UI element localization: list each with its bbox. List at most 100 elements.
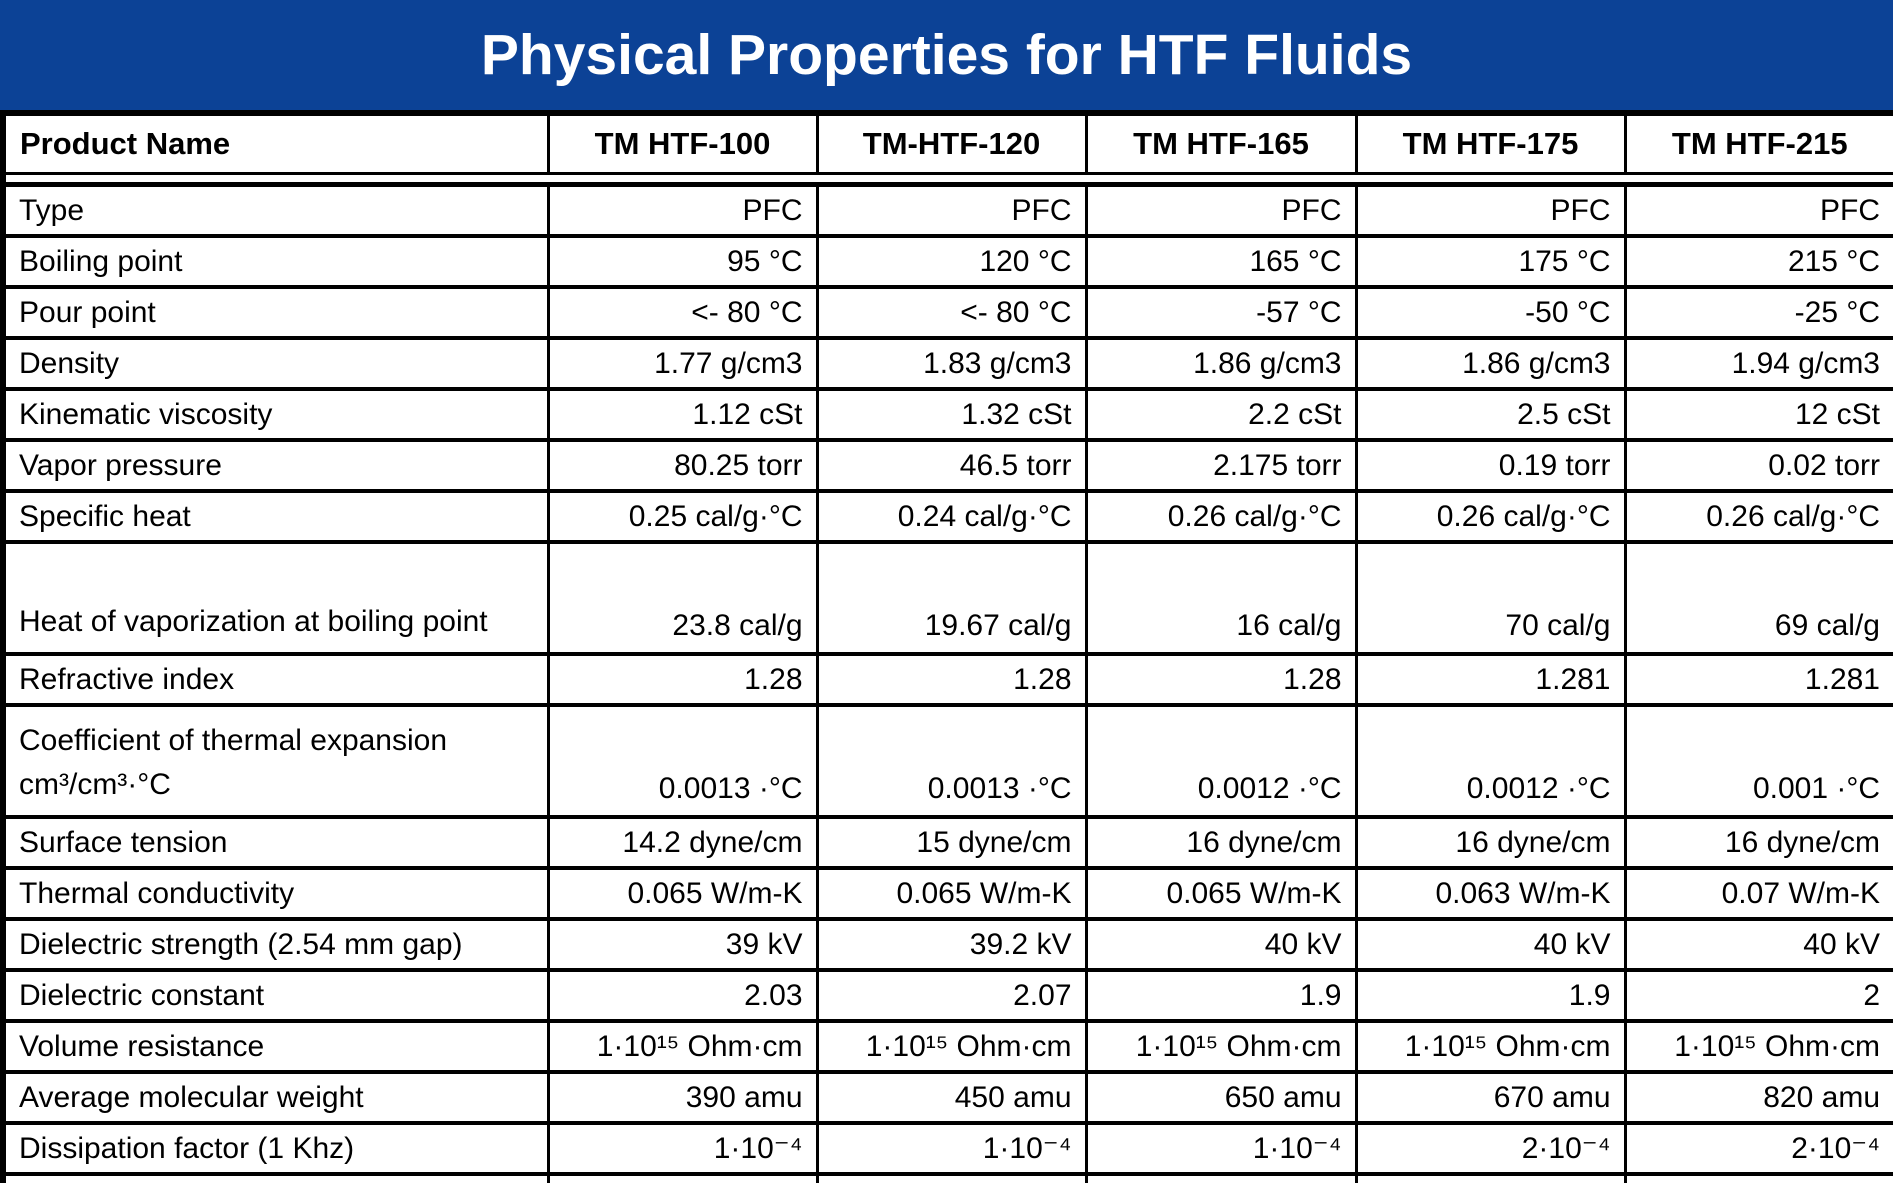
cell-value: 46.5 torr	[815, 438, 1088, 493]
table-row: Boiling point 95 °C 120 °C 165 °C 175 °C 215 …	[1, 234, 1893, 289]
cell-value: 1.02 ppm (wt)	[815, 1172, 1088, 1183]
table-row: Type PFC PFC PFC PFC PFC	[1, 182, 1893, 238]
cell-value: -50 °C	[1354, 285, 1627, 340]
cell-value: 1·10¹⁵ Ohm·cm	[1623, 1019, 1893, 1074]
table-row: Solubility of water1.79 ppm (wt)1.02 ppm…	[1, 1172, 1893, 1183]
table-row: Specific heat 0.25 cal/g·°C 0.24 cal/g·°C 0…	[1, 489, 1893, 544]
row-label: Dissipation factor (1 Khz)	[1, 1121, 550, 1176]
cell-value: 2.07	[815, 968, 1088, 1023]
cell-value: 1·10¹⁵ Ohm·cm	[1354, 1019, 1627, 1074]
row-label: Dielectric strength (2.54 mm gap)	[1, 917, 550, 972]
cell-value: 2.03	[546, 968, 819, 1023]
cell-value: 7 ppm (wt)	[1084, 1172, 1358, 1183]
cell-value: 0.26 cal/g·°C	[1623, 489, 1893, 544]
row-label: Thermal conductivity	[1, 866, 550, 921]
cell-value: 0.065 W/m-K	[815, 866, 1088, 921]
cell-value: 0.26 cal/g·°C	[1084, 489, 1358, 544]
cell-value: PFC	[546, 182, 819, 238]
cell-value: 69 cal/g	[1623, 540, 1893, 656]
column-header-htf-165: TM HTF-165	[1084, 111, 1358, 175]
row-label: Volume resistance	[1, 1019, 550, 1074]
cell-value: 0.24 cal/g·°C	[815, 489, 1088, 544]
cell-value: 0.02 torr	[1623, 438, 1893, 493]
cell-value: 165 °C	[1084, 234, 1358, 289]
cell-value: 16 dyne/cm	[1084, 815, 1358, 870]
row-label: Density	[1, 336, 550, 391]
table-row: Coefficient of thermal expansion cm³/cm³…	[1, 703, 1893, 819]
cell-value: 95 °C	[546, 234, 819, 289]
cell-value: 1.83 g/cm3	[815, 336, 1088, 391]
row-label: Heat of vaporization at boiling point	[1, 540, 550, 656]
table-row: Vapor pressure 80.25 torr 46.5 torr 2.175 t…	[1, 438, 1893, 493]
cell-value: 1.79 ppm (wt)	[546, 1172, 819, 1183]
cell-value: <- 80 °C	[546, 285, 819, 340]
cell-value: 23.8 cal/g	[546, 540, 819, 656]
table-row: Volume resistance 1·10¹⁵ Ohm·cm 1·10¹⁵ Ohm…	[1, 1019, 1893, 1074]
cell-value: 1·10⁻⁴	[1084, 1121, 1358, 1176]
cell-value: 0.25 cal/g·°C	[546, 489, 819, 544]
row-label: Surface tension	[1, 815, 550, 870]
cell-value: 650 amu	[1084, 1070, 1358, 1125]
cell-value: 1.28	[1084, 652, 1358, 707]
cell-value: 390 amu	[546, 1070, 819, 1125]
table-row: Kinematic viscosity 1.12 cSt 1.32 cSt 2.2 c…	[1, 387, 1893, 442]
cell-value: 70 cal/g	[1354, 540, 1627, 656]
cell-value: 1·10¹⁵ Ohm·cm	[815, 1019, 1088, 1074]
cell-value: 670 amu	[1354, 1070, 1627, 1125]
cell-value: 14.2 dyne/cm	[546, 815, 819, 870]
table-row: Heat of vaporization at boiling point 23.…	[1, 540, 1893, 656]
cell-value: 120 °C	[815, 234, 1088, 289]
cell-value: 0.26 cal/g·°C	[1354, 489, 1627, 544]
cell-value: 1.12 cSt	[546, 387, 819, 442]
row-label: Average molecular weight	[1, 1070, 550, 1125]
cell-value: 2.2 cSt	[1084, 387, 1358, 442]
cell-value: 1.28	[546, 652, 819, 707]
cell-value: PFC	[1623, 182, 1893, 238]
cell-value: 39 kV	[546, 917, 819, 972]
column-header-htf-120: TM-HTF-120	[815, 111, 1088, 175]
row-label: Coefficient of thermal expansion cm³/cm³…	[1, 703, 550, 819]
cell-value: 15 dyne/cm	[815, 815, 1088, 870]
table-row: Average molecular weight 390 amu 450 amu 65…	[1, 1070, 1893, 1125]
cell-value: 0.19 torr	[1354, 438, 1627, 493]
header-row: Product Name TM HTF-100 TM-HTF-120 TM HT…	[1, 111, 1893, 175]
cell-value: 1.9	[1084, 968, 1358, 1023]
cell-value: 1.281	[1354, 652, 1627, 707]
cell-value: 450 amu	[815, 1070, 1088, 1125]
cell-value: 19.67 cal/g	[815, 540, 1088, 656]
cell-value: 80.25 torr	[546, 438, 819, 493]
column-header-htf-100: TM HTF-100	[546, 111, 819, 175]
row-label: Refractive index	[1, 652, 550, 707]
cell-value: 1·10⁻⁴	[546, 1121, 819, 1176]
cell-value: 16 dyne/cm	[1623, 815, 1893, 870]
cell-value: 0.0012 ·°C	[1354, 703, 1627, 819]
table-row: Dissipation factor (1 Khz) 1·10⁻⁴ 1·10⁻⁴ 1·…	[1, 1121, 1893, 1176]
table-row: Surface tension 14.2 dyne/cm 15 dyne/cm 16 …	[1, 815, 1893, 870]
cell-value: 175 °C	[1354, 234, 1627, 289]
cell-value: 0.001 ·°C	[1623, 703, 1893, 819]
cell-value: 0.0013 ·°C	[815, 703, 1088, 819]
cell-value: PFC	[1084, 182, 1358, 238]
cell-value: 1.9	[1354, 968, 1627, 1023]
cell-value: 1.86 g/cm3	[1354, 336, 1627, 391]
cell-value: 1.86 g/cm3	[1084, 336, 1358, 391]
cell-value: 215 °C	[1623, 234, 1893, 289]
table-row: Dielectric constant 2.03 2.07 1.9 1.9 2	[1, 968, 1893, 1023]
cell-value: 40 kV	[1084, 917, 1358, 972]
cell-value: -25 °C	[1623, 285, 1893, 340]
cell-value: 0.065 W/m-K	[1084, 866, 1358, 921]
cell-value: 2·10⁻⁴	[1354, 1121, 1627, 1176]
cell-value: 0.065 W/m-K	[546, 866, 819, 921]
cell-value: 1.32 cSt	[815, 387, 1088, 442]
cell-value: 39.2 kV	[815, 917, 1088, 972]
cell-value: 1·10⁻⁴	[815, 1121, 1088, 1176]
table-row: Density 1.77 g/cm3 1.83 g/cm3 1.86 g/cm3 1.8…	[1, 336, 1893, 391]
row-label: Kinematic viscosity	[1, 387, 550, 442]
cell-value: 7 ppm (wt)	[1354, 1172, 1627, 1183]
cell-value: 1·10¹⁵ Ohm·cm	[546, 1019, 819, 1074]
cell-value: 2.5 cSt	[1354, 387, 1627, 442]
cell-value: 2.175 torr	[1084, 438, 1358, 493]
row-label: Dielectric constant	[1, 968, 550, 1023]
cell-value: 40 kV	[1354, 917, 1627, 972]
